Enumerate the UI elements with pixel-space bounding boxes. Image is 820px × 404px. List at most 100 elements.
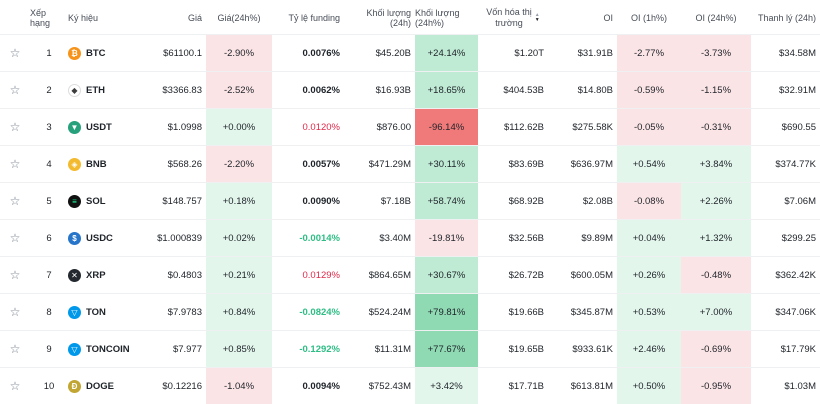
funding-cell: 0.0076% — [302, 47, 340, 59]
rank-cell: 1 — [46, 47, 52, 59]
star-icon[interactable]: ☆ — [9, 83, 21, 97]
funding-cell: 0.0057% — [302, 158, 340, 170]
table-row[interactable]: ☆ 5 ≡ SOL $148.757 +0.18% 0.0090% $7.18B… — [0, 182, 820, 219]
star-icon[interactable]: ☆ — [9, 46, 21, 60]
header-funding[interactable]: Tỷ lệ funding — [288, 13, 340, 23]
liquidation-cell: $374.77K — [775, 158, 816, 170]
volume-change-cell: +30.11% — [415, 146, 478, 182]
table-row[interactable]: ☆ 7 ✕ XRP $0.4803 +0.21% 0.0129% $864.65… — [0, 256, 820, 293]
table-row[interactable]: ☆ 8 ▽ TON $7.9783 +0.84% -0.0824% $524.2… — [0, 293, 820, 330]
header-change[interactable]: Giá(24h%) — [217, 13, 261, 23]
star-icon[interactable]: ☆ — [9, 379, 21, 393]
star-icon[interactable]: ☆ — [9, 305, 21, 319]
volume-cell: $3.40M — [379, 232, 411, 244]
symbol-cell[interactable]: ₿ BTC — [68, 35, 140, 71]
header-price[interactable]: Giá — [187, 13, 202, 23]
market-cap-cell: $83.69B — [508, 158, 544, 170]
oi-24h-cell: -0.31% — [681, 109, 751, 145]
table-row[interactable]: ☆ 4 ◈ BNB $568.26 -2.20% 0.0057% $471.29… — [0, 145, 820, 182]
table-row[interactable]: ☆ 6 $ USDC $1.000839 +0.02% -0.0014% $3.… — [0, 219, 820, 256]
funding-cell: -0.0014% — [299, 232, 340, 244]
price-cell: $0.4803 — [167, 269, 202, 281]
oi-cell: $933.61K — [572, 343, 613, 355]
header-oi-1h[interactable]: OI (1h%) — [630, 13, 667, 23]
oi-24h-cell: -3.73% — [681, 35, 751, 71]
price-cell: $7.9783 — [167, 306, 202, 318]
oi-cell: $14.80B — [577, 84, 613, 96]
symbol-label: TONCOIN — [86, 343, 130, 355]
table-row[interactable]: ☆ 1 ₿ BTC $61100.1 -2.90% 0.0076% $45.20… — [0, 34, 820, 71]
liquidation-cell: $34.58M — [779, 47, 816, 59]
symbol-cell[interactable]: ◆ ETH — [68, 72, 140, 108]
volume-change-cell: +30.67% — [415, 257, 478, 293]
symbol-label: USDT — [86, 121, 112, 133]
symbol-cell[interactable]: ▼ USDT — [68, 109, 140, 145]
oi-24h-cell: -1.15% — [681, 72, 751, 108]
table-header: Xếp hạng Ký hiệu Giá Giá(24h%) Tỷ lệ fun… — [0, 0, 820, 34]
sort-icon[interactable]: ▲ ▼ — [534, 12, 540, 23]
price-cell: $1.000839 — [157, 232, 202, 244]
oi-cell: $636.97M — [570, 158, 613, 170]
table-row[interactable]: ☆ 3 ▼ USDT $1.0998 +0.00% 0.0120% $876.0… — [0, 108, 820, 145]
table-row[interactable]: ☆ 10 Ð DOGE $0.12216 -1.04% 0.0094% $752… — [0, 367, 820, 404]
table-row[interactable]: ☆ 9 ▽ TONCOIN $7.977 +0.85% -0.1292% $11… — [0, 330, 820, 367]
change-cell: -2.90% — [206, 35, 272, 71]
change-cell: -2.20% — [206, 146, 272, 182]
header-market-cap[interactable]: Vốn hóa thị trường ▲ ▼ — [478, 0, 548, 34]
oi-1h-cell: +2.46% — [617, 331, 681, 367]
header-oi-24h[interactable]: OI (24h%) — [695, 13, 737, 23]
header-oi[interactable]: OI — [603, 13, 613, 23]
oi-24h-cell: -0.48% — [681, 257, 751, 293]
btc-icon: ₿ — [68, 46, 81, 60]
volume-change-cell: +77.67% — [415, 331, 478, 367]
table-row[interactable]: ☆ 2 ◆ ETH $3366.83 -2.52% 0.0062% $16.93… — [0, 71, 820, 108]
price-cell: $568.26 — [167, 158, 202, 170]
star-icon[interactable]: ☆ — [9, 268, 21, 282]
volume-cell: $876.00 — [376, 121, 411, 133]
liquidation-cell: $362.42K — [775, 269, 816, 281]
volume-change-cell: -96.14% — [415, 109, 478, 145]
volume-change-cell: -19.81% — [415, 220, 478, 256]
symbol-cell[interactable]: ✕ XRP — [68, 257, 140, 293]
liquidation-cell: $299.25 — [781, 232, 816, 244]
header-rank[interactable]: Xếp hạng — [30, 8, 51, 28]
rank-cell: 6 — [46, 232, 52, 244]
oi-24h-cell: +7.00% — [681, 294, 751, 330]
xrp-icon: ✕ — [68, 268, 81, 282]
oi-cell: $2.08B — [582, 195, 613, 207]
funding-cell: 0.0062% — [302, 84, 340, 96]
symbol-cell[interactable]: Ð DOGE — [68, 368, 140, 404]
market-cap-cell: $1.20T — [514, 47, 544, 59]
market-cap-cell: $32.56B — [508, 232, 544, 244]
rank-cell: 2 — [46, 84, 52, 96]
volume-cell: $471.29M — [368, 158, 411, 170]
rank-cell: 3 — [46, 121, 52, 133]
star-icon[interactable]: ☆ — [9, 194, 21, 208]
symbol-cell[interactable]: ≡ SOL — [68, 183, 140, 219]
volume-cell: $7.18B — [380, 195, 411, 207]
oi-cell: $31.91B — [577, 47, 613, 59]
header-volume-change[interactable]: Khối lượng (24h%) — [415, 8, 460, 28]
star-icon[interactable]: ☆ — [9, 157, 21, 171]
funding-cell: 0.0094% — [302, 380, 340, 392]
header-liquidation[interactable]: Thanh lý (24h) — [757, 13, 816, 23]
star-icon[interactable]: ☆ — [9, 120, 21, 134]
volume-change-cell: +79.81% — [415, 294, 478, 330]
symbol-cell[interactable]: ◈ BNB — [68, 146, 140, 182]
volume-cell: $864.65M — [368, 269, 411, 281]
symbol-cell[interactable]: ▽ TONCOIN — [68, 331, 140, 367]
oi-cell: $600.05M — [570, 269, 613, 281]
star-icon[interactable]: ☆ — [9, 342, 21, 356]
funding-cell: 0.0090% — [302, 195, 340, 207]
oi-cell: $345.87M — [570, 306, 613, 318]
oi-cell: $613.81M — [570, 380, 613, 392]
volume-cell: $16.93B — [375, 84, 411, 96]
star-icon[interactable]: ☆ — [9, 231, 21, 245]
oi-24h-cell: -0.69% — [681, 331, 751, 367]
header-volume[interactable]: Khối lượng (24h) — [366, 8, 411, 28]
header-symbol[interactable]: Ký hiệu — [68, 13, 99, 23]
change-cell: +0.21% — [206, 257, 272, 293]
symbol-cell[interactable]: $ USDC — [68, 220, 140, 256]
symbol-cell[interactable]: ▽ TON — [68, 294, 140, 330]
oi-1h-cell: +0.26% — [617, 257, 681, 293]
